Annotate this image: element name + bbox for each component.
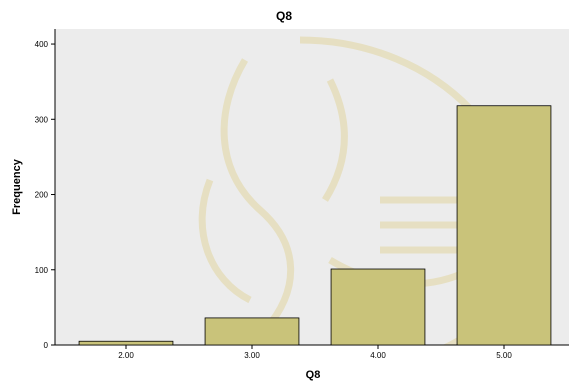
x-tick-label: 5.00 xyxy=(496,351,512,360)
x-tick-label: 3.00 xyxy=(244,351,260,360)
bar-4-00 xyxy=(330,268,426,346)
chart-title: Q8 xyxy=(276,9,292,23)
y-tick-label: 0 xyxy=(44,341,49,350)
y-axis-title: Frequency xyxy=(11,158,23,215)
x-tick-label: 2.00 xyxy=(118,351,134,360)
y-tick-label: 400 xyxy=(35,40,49,49)
y-axis-ticks: 0 100 200 300 400 xyxy=(35,40,55,350)
bar-3-00 xyxy=(204,317,300,346)
bars-group xyxy=(78,105,552,346)
x-axis-title: Q8 xyxy=(306,369,321,381)
y-tick-label: 300 xyxy=(35,115,49,124)
x-tick-label: 4.00 xyxy=(370,351,386,360)
x-axis-ticks: 2.00 3.00 4.00 5.00 xyxy=(118,345,512,360)
bar-2-00 xyxy=(78,340,174,346)
y-tick-label: 100 xyxy=(35,266,49,275)
y-tick-label: 200 xyxy=(35,191,49,200)
bar-5-00 xyxy=(456,105,552,346)
